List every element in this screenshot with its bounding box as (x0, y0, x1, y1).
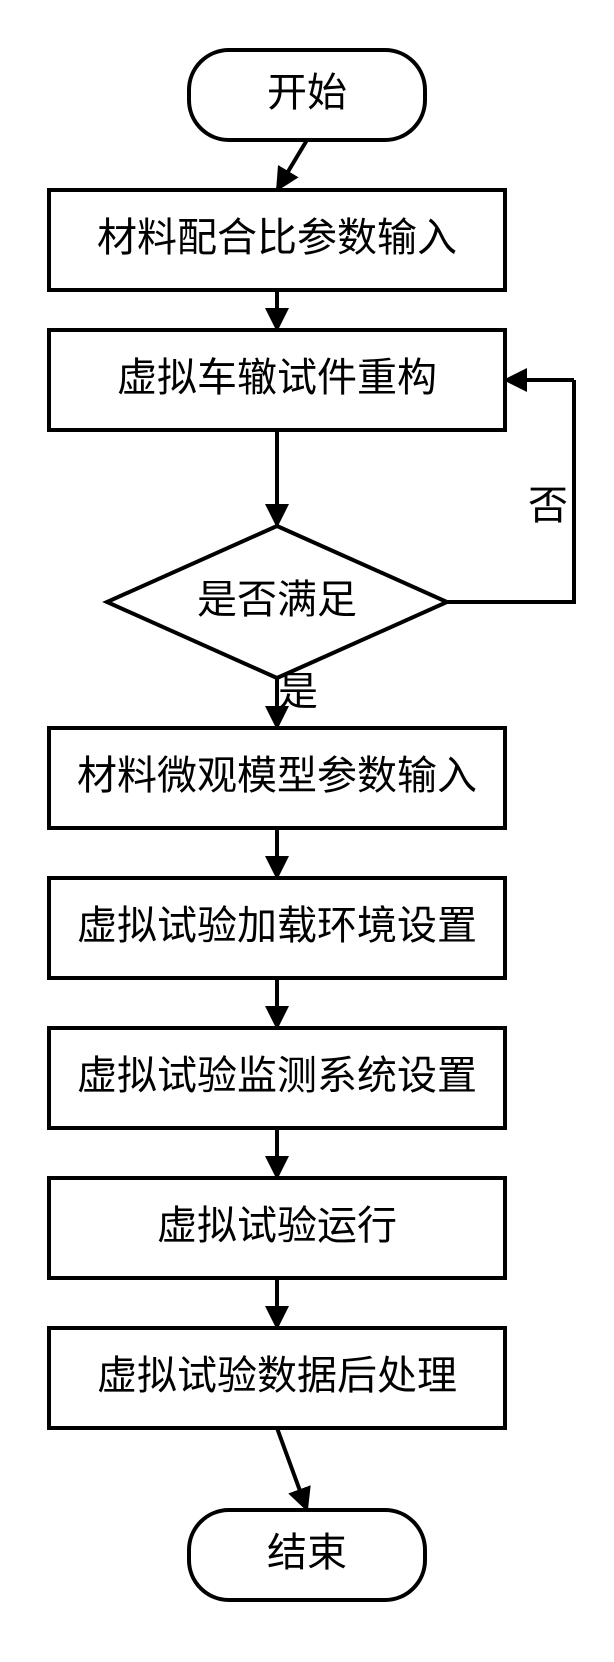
svg-text:是: 是 (278, 669, 318, 714)
svg-text:虚拟试验监测系统设置: 虚拟试验监测系统设置 (77, 1053, 477, 1098)
svg-text:材料微观模型参数输入: 材料微观模型参数输入 (77, 753, 477, 798)
svg-text:虚拟试验运行: 虚拟试验运行 (157, 1203, 397, 1248)
svg-text:材料配合比参数输入: 材料配合比参数输入 (97, 215, 457, 260)
svg-text:结束: 结束 (267, 1530, 347, 1575)
svg-text:否: 否 (528, 483, 568, 528)
svg-text:是否满足: 是否满足 (197, 577, 357, 622)
flowchart: 开始材料配合比参数输入虚拟车辙试件重构是否满足材料微观模型参数输入虚拟试验加载环… (0, 0, 614, 1662)
svg-text:虚拟车辙试件重构: 虚拟车辙试件重构 (117, 355, 437, 400)
svg-text:开始: 开始 (267, 70, 347, 115)
svg-text:虚拟试验数据后处理: 虚拟试验数据后处理 (97, 1353, 457, 1398)
svg-text:虚拟试验加载环境设置: 虚拟试验加载环境设置 (77, 903, 477, 948)
